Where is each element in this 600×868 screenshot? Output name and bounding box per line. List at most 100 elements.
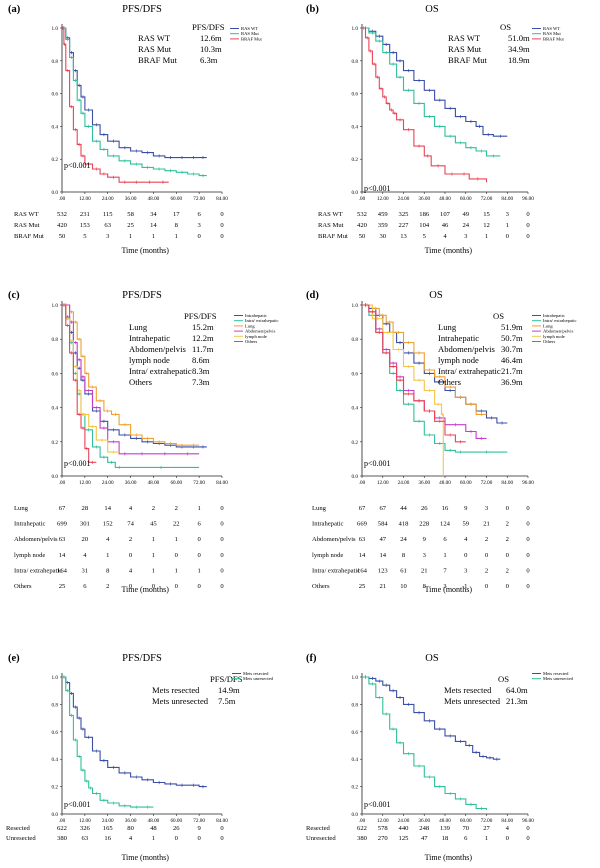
risk-row-label: Intrahepatic: [312, 521, 344, 528]
x-axis-title: Time (months): [425, 585, 473, 594]
risk-cell: 27: [483, 825, 490, 832]
risk-cell: 45: [150, 521, 157, 528]
y-tick-label: 0.0: [352, 474, 359, 480]
median-value: 12.2m: [192, 333, 214, 343]
x-tick-label: 84.00: [501, 196, 513, 202]
risk-row-label: Abdomen/pelvis: [14, 536, 58, 543]
median-value: 11.7m: [192, 344, 214, 354]
risk-cell: 0: [506, 835, 510, 842]
risk-cell: 669: [357, 521, 368, 528]
risk-cell: 13: [400, 233, 407, 240]
risk-cell: 50: [359, 233, 366, 240]
median-name: lymph node: [438, 355, 479, 365]
risk-cell: 16: [104, 835, 111, 842]
risk-cell: 4: [106, 536, 110, 543]
risk-cell: 1: [485, 233, 488, 240]
x-tick-label: 12.00: [377, 480, 389, 486]
chart-title: OS: [429, 290, 443, 301]
risk-cell: 231: [80, 211, 90, 218]
x-tick-label: .00: [59, 818, 66, 824]
series-line-1: [62, 676, 207, 788]
series-line-3: [362, 27, 488, 183]
risk-cell: 0: [220, 505, 224, 512]
chart-panel-4: (d) OS 1.0 0.8 0.6 0.4 0.2 0.0.00 12.00 24.00 36.0…: [306, 290, 577, 594]
x-tick-label: 72.00: [481, 818, 493, 824]
panel-label: (e): [8, 653, 20, 664]
median-value: 15.2m: [192, 322, 214, 332]
x-tick-label: 96.00: [522, 196, 534, 202]
x-tick-label: 96.00: [522, 480, 534, 486]
series-line-3: [62, 304, 200, 446]
y-tick-label: 0.6: [52, 92, 59, 98]
risk-cell: 532: [357, 211, 367, 218]
risk-cell: 0: [175, 552, 179, 559]
risk-cell: 0: [220, 835, 224, 842]
risk-cell: 58: [127, 211, 134, 218]
median-title: PFS/DFS: [210, 674, 243, 684]
y-tick-label: 0.0: [352, 812, 359, 818]
median-value: 51.0m: [508, 33, 530, 43]
series-line-2: [62, 27, 207, 177]
chart-title: PFS/DFS: [122, 653, 162, 664]
risk-cell: 4: [443, 233, 447, 240]
series-line-1: [362, 27, 508, 137]
risk-cell: 28: [82, 505, 89, 512]
risk-cell: 14: [104, 505, 111, 512]
risk-cell: 1: [175, 567, 178, 574]
risk-row-label: Unresected: [306, 835, 336, 842]
y-tick-label: 0.2: [352, 785, 359, 791]
x-tick-label: .00: [359, 480, 366, 486]
y-tick-label: 0.4: [352, 124, 359, 130]
median-title: PFS/DFS: [184, 311, 217, 321]
risk-cell: 4: [83, 552, 87, 559]
risk-row-label: BRAF Mut: [14, 233, 44, 240]
risk-cell: 74: [127, 521, 134, 528]
median-value: 8.6m: [192, 355, 210, 365]
risk-cell: 2: [106, 583, 109, 590]
p-value-label: p<0.001: [64, 459, 91, 468]
panel-label: (a): [8, 4, 21, 15]
risk-cell: 0: [526, 583, 530, 590]
risk-cell: 380: [357, 835, 368, 842]
risk-cell: 10: [400, 583, 407, 590]
risk-cell: 0: [197, 583, 201, 590]
risk-cell: 16: [442, 505, 449, 512]
x-tick-label: 72.00: [193, 480, 205, 486]
y-tick-label: 0.6: [52, 730, 59, 736]
panel-label: (c): [8, 290, 20, 301]
risk-row-label: Intra/ extrahepatic: [14, 567, 62, 574]
x-axis-title: Time (months): [121, 246, 169, 255]
y-tick-label: 0.2: [352, 157, 359, 163]
median-name: Mets unresected: [444, 696, 501, 706]
median-name: Abdomen/pelvis: [129, 344, 186, 354]
x-tick-label: 60.00: [170, 196, 182, 202]
risk-cell: 2: [152, 505, 155, 512]
risk-cell: 0: [506, 583, 510, 590]
risk-cell: 1: [197, 567, 200, 574]
y-tick-label: 0.6: [352, 92, 359, 98]
risk-cell: 0: [526, 552, 530, 559]
x-tick-label: 36.00: [418, 480, 430, 486]
series-line-2: [62, 676, 154, 808]
risk-cell: 1: [152, 536, 155, 543]
median-value: 18.9m: [508, 55, 530, 65]
chart-title: PFS/DFS: [122, 4, 162, 15]
risk-cell: 152: [103, 521, 113, 528]
risk-cell: 26: [173, 825, 180, 832]
median-value: 7.3m: [192, 377, 210, 387]
risk-cell: 164: [57, 567, 68, 574]
risk-cell: 17: [173, 211, 180, 218]
risk-cell: 4: [129, 505, 133, 512]
median-name: Mets resected: [152, 685, 200, 695]
p-value-label: p<0.001: [364, 800, 391, 809]
risk-row-label: RAS Mut: [14, 222, 40, 229]
y-tick-label: 0.4: [352, 757, 359, 763]
risk-row-label: Others: [14, 583, 32, 590]
median-name: Others: [438, 377, 462, 387]
chart-title: OS: [425, 4, 439, 15]
y-tick-label: 1.0: [52, 303, 59, 309]
risk-cell: 0: [526, 505, 530, 512]
risk-cell: 1: [152, 552, 155, 559]
x-tick-label: 36.00: [125, 196, 137, 202]
